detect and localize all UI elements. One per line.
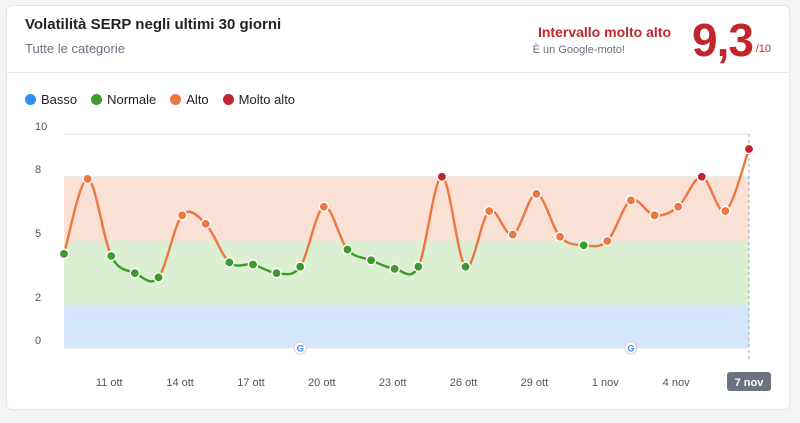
card-title: Volatilità SERP negli ultimi 30 giorni: [25, 16, 282, 33]
data-point: [531, 188, 542, 200]
band-basso: [64, 305, 749, 348]
data-point: [601, 235, 613, 247]
google-icon: G: [297, 344, 304, 354]
google-marker-badge: [624, 341, 638, 355]
data-point: [365, 254, 377, 266]
y-tick-label: 0: [35, 335, 41, 347]
range-label: Intervallo molto alto: [537, 24, 671, 40]
orange-dot-icon: [170, 94, 182, 105]
legend-item-normale[interactable]: Normale: [91, 92, 156, 107]
y-tick-label: 2: [35, 292, 41, 304]
legend-label: Alto: [186, 92, 209, 107]
data-point: [507, 229, 519, 240]
x-tick-label: 7 nov: [735, 377, 765, 389]
legend-item-basso[interactable]: Basso: [25, 92, 77, 107]
band-alto: [64, 176, 749, 241]
y-tick-label: 5: [35, 228, 41, 240]
data-point: [436, 171, 448, 183]
category-subtitle[interactable]: Tutte le categorie: [25, 41, 125, 56]
data-point: [200, 218, 212, 230]
x-tick-label: 11 ott: [96, 377, 123, 389]
data-point: [483, 205, 495, 217]
volatility-line-chart: 10 8 5 2 0 G G 11 ott 14 ott 17 ott 20 ott 23 ott 26…: [35, 121, 771, 391]
x-tick-label: 4 nov: [663, 377, 690, 389]
x-tick-label: 14 ott: [166, 377, 194, 389]
volatility-score: 9,3: [692, 14, 754, 66]
band-molto-alto: [64, 134, 749, 177]
data-point: [224, 257, 235, 268]
data-point: [82, 173, 93, 185]
x-tick-label: 20 ott: [308, 377, 336, 389]
data-point: [696, 171, 708, 183]
data-point: [743, 143, 755, 155]
blue-dot-icon: [25, 94, 36, 105]
data-point: [153, 272, 164, 283]
x-tick-label: 26 ott: [450, 377, 478, 389]
data-point: [247, 259, 259, 270]
data-point: [578, 239, 589, 251]
green-dot-icon: [91, 94, 103, 105]
x-tick-label: 23 ott: [379, 377, 407, 389]
x-tick-label: 1 nov: [592, 377, 619, 389]
data-point: [672, 201, 684, 213]
data-point: [649, 210, 660, 221]
current-date-badge: [727, 372, 771, 391]
google-marker-badge: [293, 341, 307, 355]
data-point: [58, 248, 70, 260]
legend-label: Basso: [41, 92, 78, 107]
legend-label: Normale: [107, 92, 157, 107]
data-point: [271, 267, 282, 279]
serp-volatility-card: Volatilità SERP negli ultimi 30 giorni T…: [6, 5, 790, 410]
data-point: [105, 250, 117, 262]
legend-label: Molto alto: [238, 92, 296, 107]
data-point: [625, 195, 637, 206]
range-note: È un Google-moto!: [532, 44, 625, 56]
y-tick-label: 8: [35, 164, 41, 176]
data-point: [720, 205, 731, 217]
data-point: [318, 201, 330, 213]
data-point: [554, 231, 566, 243]
volatility-score-max: /10: [755, 43, 771, 55]
x-tick-label: 17 ott: [237, 377, 265, 389]
data-point: [129, 267, 141, 279]
y-tick-label: 10: [35, 121, 47, 133]
data-point: [413, 261, 424, 272]
red-dot-icon: [222, 94, 234, 105]
data-point: [176, 210, 188, 221]
legend-item-molto-alto[interactable]: Molto alto: [222, 92, 296, 107]
card-header: Volatilità SERP negli ultimi 30 giorni T…: [7, 6, 789, 73]
legend-item-alto[interactable]: Alto: [170, 92, 209, 107]
data-point: [342, 244, 353, 255]
data-point: [460, 261, 471, 272]
data-point: [389, 263, 400, 275]
x-tick-label: 29 ott: [521, 377, 549, 389]
google-icon: G: [627, 344, 634, 354]
data-point: [294, 261, 306, 272]
chart-legend: Basso Normale Alto Molto alto: [25, 92, 295, 107]
